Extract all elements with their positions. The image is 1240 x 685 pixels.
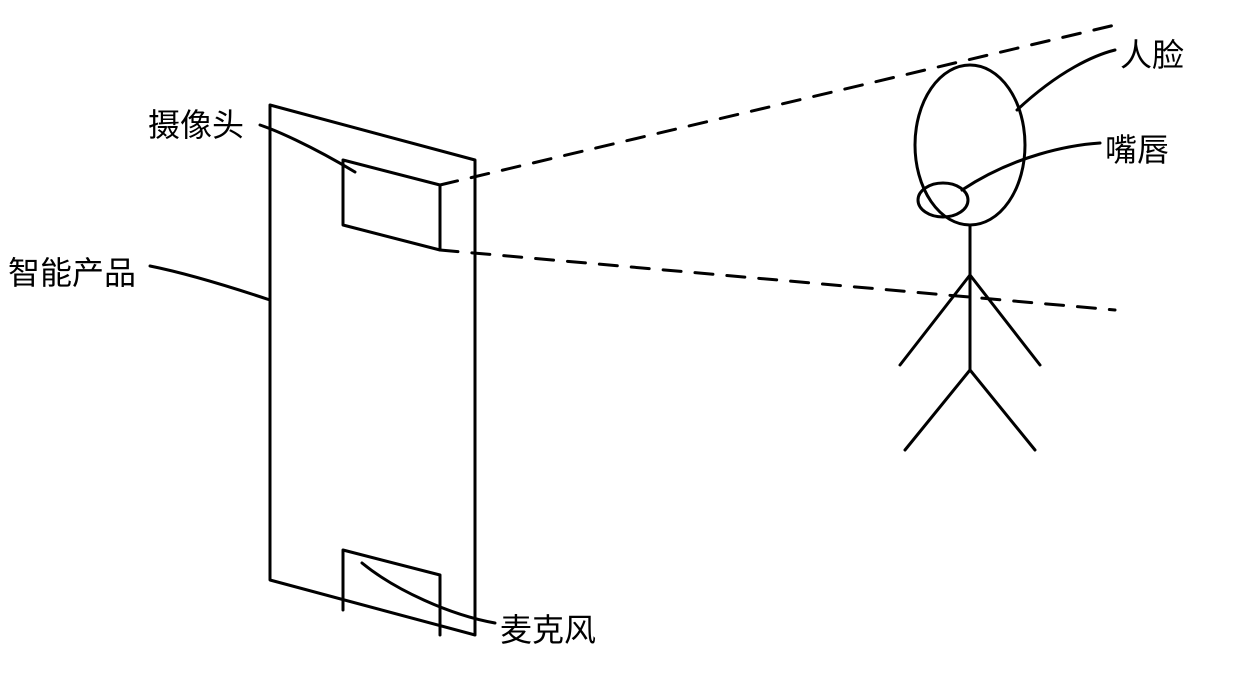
label-microphone: 麦克风 bbox=[500, 605, 596, 651]
label-camera: 摄像头 bbox=[148, 100, 244, 146]
leader-camera bbox=[260, 125, 355, 172]
person-right-leg bbox=[970, 370, 1035, 450]
camera-box bbox=[343, 160, 440, 250]
person-mouth bbox=[918, 183, 968, 217]
person-left-arm bbox=[900, 275, 970, 365]
leader-face bbox=[1017, 50, 1115, 110]
person-head bbox=[915, 65, 1025, 225]
leader-smart-product bbox=[150, 266, 270, 300]
label-lips: 嘴唇 bbox=[1105, 125, 1169, 171]
label-smart-product: 智能产品 bbox=[8, 248, 136, 294]
sight-line-upper bbox=[440, 25, 1115, 185]
sight-line-lower bbox=[440, 250, 1115, 310]
leader-lips bbox=[962, 143, 1100, 190]
person-right-arm bbox=[970, 275, 1040, 365]
label-face: 人脸 bbox=[1120, 30, 1184, 76]
person-left-leg bbox=[905, 370, 970, 450]
